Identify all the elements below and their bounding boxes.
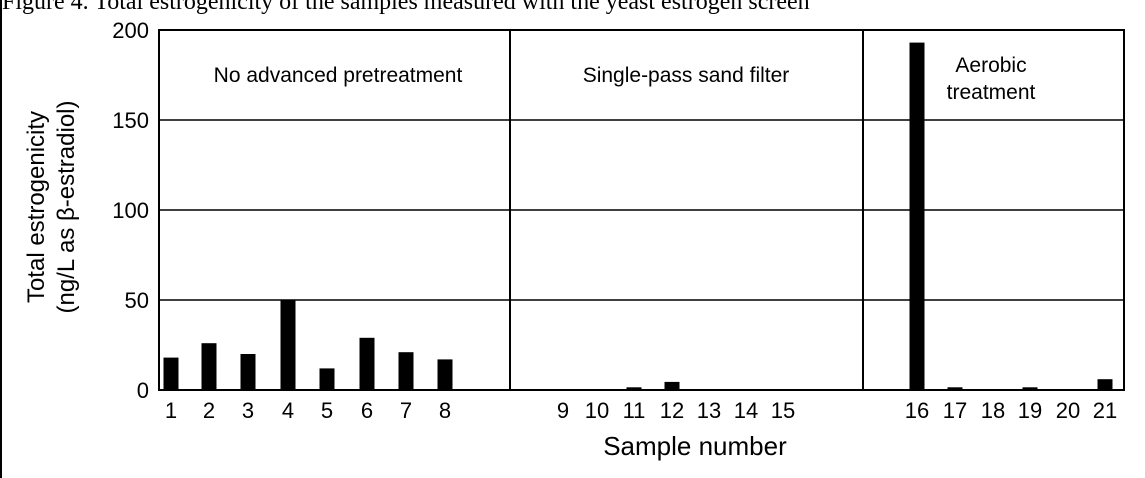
- y-axis-ticks: 0 50 100 150 200: [112, 18, 149, 403]
- x-tick-label: 7: [400, 398, 412, 423]
- x-tick-label: 3: [242, 398, 254, 423]
- bars: [163, 42, 1113, 390]
- figure-left-border: [0, 0, 2, 478]
- figure-caption: Figure 4. Total estrogenicity of the sam…: [2, 0, 810, 15]
- y-tick-label: 200: [112, 18, 149, 43]
- bar-sample-8: [437, 359, 453, 390]
- bar-sample-6: [359, 337, 375, 390]
- x-tick-label: 19: [1018, 398, 1042, 423]
- y-tick-label: 50: [125, 288, 149, 313]
- bar-sample-12: [664, 381, 680, 390]
- x-tick-label: 9: [557, 398, 569, 423]
- group-label: No advanced pretreatment: [214, 64, 463, 87]
- bar-sample-7: [398, 352, 414, 390]
- group-label: treatment: [947, 81, 1036, 104]
- y-axis-label-line-1: Total estrogenicity: [23, 111, 50, 303]
- y-axis-label-line-2: (ng/L as β-estradiol): [53, 101, 80, 314]
- x-tick-label: 1: [165, 398, 177, 423]
- y-tick-label: 100: [112, 198, 149, 223]
- bar-sample-21: [1097, 379, 1113, 390]
- x-tick-label: 17: [943, 398, 967, 423]
- x-axis-ticks: 1 2 3 4 5 6 7 8 9 10 11 12 13 14 15 16 17 18 19 20 21: [165, 398, 1117, 423]
- group-labels: No advanced pretreatment Single-pass sand…: [214, 54, 1036, 104]
- bar-sample-11: [626, 387, 642, 390]
- bar-sample-16: [909, 42, 925, 390]
- x-tick-label: 18: [981, 398, 1005, 423]
- x-tick-label: 10: [585, 398, 609, 423]
- x-tick-label: 12: [660, 398, 684, 423]
- gridlines: [159, 119, 1124, 301]
- bar-sample-5: [319, 368, 335, 390]
- y-tick-label: 150: [112, 108, 149, 133]
- x-tick-label: 5: [321, 398, 333, 423]
- group-dividers: [509, 30, 864, 390]
- x-tick-label: 4: [282, 398, 294, 423]
- bar-sample-3: [240, 354, 256, 390]
- x-tick-label: 6: [361, 398, 373, 423]
- x-tick-label: 13: [697, 398, 721, 423]
- x-tick-label: 11: [623, 398, 646, 423]
- bar-sample-17: [947, 387, 963, 390]
- x-axis-label: Sample number: [603, 431, 787, 461]
- bar-sample-4: [280, 300, 296, 390]
- bar-sample-19: [1022, 387, 1038, 390]
- bar-sample-1: [163, 357, 179, 390]
- x-tick-label: 8: [439, 398, 451, 423]
- x-tick-label: 16: [905, 398, 929, 423]
- x-tick-label: 20: [1056, 398, 1080, 423]
- x-tick-label: 21: [1093, 398, 1117, 423]
- group-label: Single-pass sand filter: [583, 64, 790, 87]
- group-label: Aerobic: [955, 54, 1026, 77]
- plot-area-frame: [158, 29, 1125, 391]
- x-tick-label: 2: [203, 398, 215, 423]
- y-tick-label: 0: [137, 378, 149, 403]
- x-tick-label: 15: [771, 398, 795, 423]
- x-tick-label: 14: [734, 398, 758, 423]
- bar-sample-2: [201, 343, 217, 390]
